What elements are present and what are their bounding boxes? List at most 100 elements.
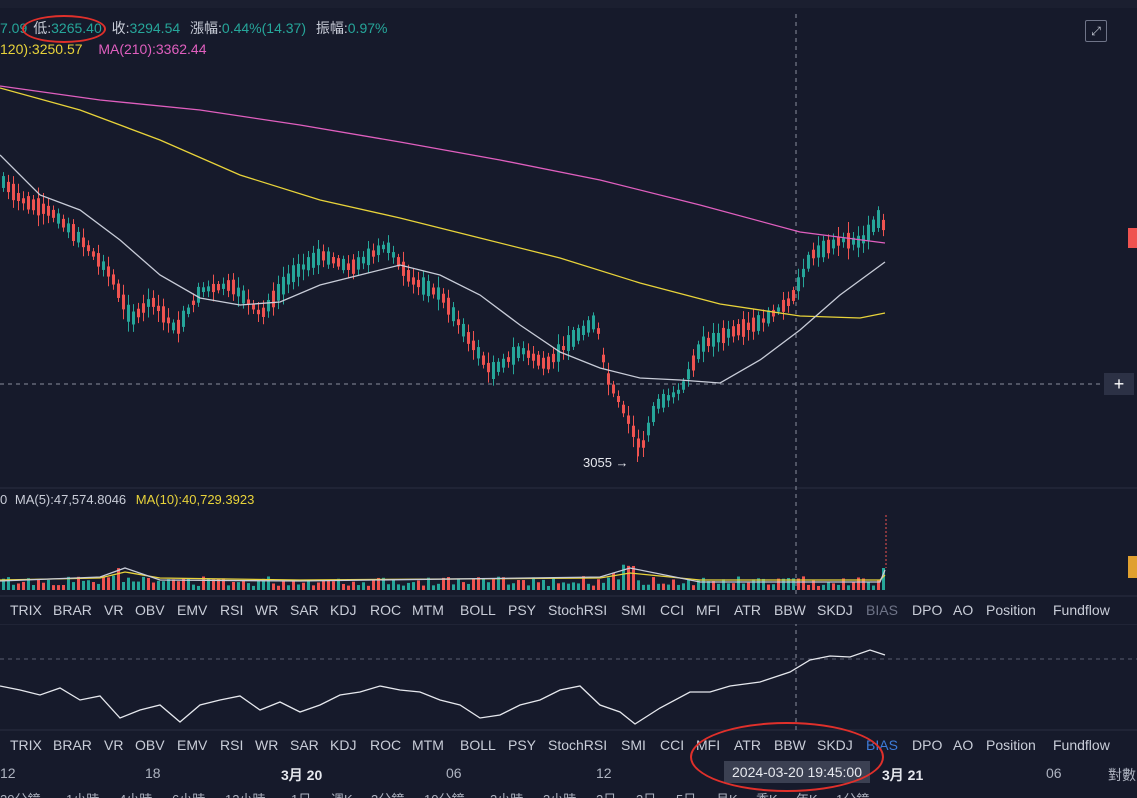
interval-item[interactable]: 1小時 xyxy=(66,789,99,798)
tab-emv[interactable]: EMV xyxy=(177,737,208,753)
tab-brar[interactable]: BRAR xyxy=(53,602,92,618)
volume-bar xyxy=(127,577,130,590)
tab-fundflow[interactable]: Fundflow xyxy=(1053,602,1110,618)
candle xyxy=(202,287,205,293)
interval-item[interactable]: 1日 xyxy=(291,789,311,798)
volume-bar xyxy=(537,582,540,590)
ohlc-header: 7.09 低:3265.40 收:3294.54 漲幅:0.44%(14.37) … xyxy=(0,18,393,38)
volume-bar xyxy=(682,583,685,590)
interval-item[interactable]: 20分鐘 xyxy=(0,789,40,798)
candle xyxy=(332,257,335,264)
volume-bar xyxy=(487,582,490,590)
interval-item[interactable]: 5日 xyxy=(676,789,696,798)
tab-vr[interactable]: VR xyxy=(104,737,124,753)
fullscreen-icon[interactable]: ⤢ xyxy=(1085,20,1107,42)
tab-roc[interactable]: ROC xyxy=(370,737,402,753)
tab-obv[interactable]: OBV xyxy=(135,602,165,618)
tab-smi[interactable]: SMI xyxy=(621,602,646,618)
tab-sar[interactable]: SAR xyxy=(290,602,319,618)
interval-item[interactable]: 10分鐘 xyxy=(424,789,464,798)
plus-icon[interactable]: + xyxy=(1104,373,1134,395)
candle xyxy=(347,263,350,270)
tab-mfi[interactable]: MFI xyxy=(696,602,721,618)
volume-bar xyxy=(532,577,535,590)
volume-bar xyxy=(762,578,765,590)
tab-brar[interactable]: BRAR xyxy=(53,737,92,753)
volume-bar xyxy=(587,583,590,590)
vol-ma5-value: 47,574.8046 xyxy=(53,492,127,507)
tab-ao[interactable]: AO xyxy=(953,737,974,753)
tab-ao[interactable]: AO xyxy=(953,602,974,618)
time-tick-label: 3月 20 xyxy=(281,767,323,783)
tab-fundflow[interactable]: Fundflow xyxy=(1053,737,1110,753)
candle xyxy=(577,328,580,341)
tab-mtm[interactable]: MTM xyxy=(412,737,444,753)
interval-item[interactable]: 年K xyxy=(796,789,818,798)
tab-psy[interactable]: PSY xyxy=(508,737,537,753)
tab-cci[interactable]: CCI xyxy=(660,737,685,753)
tab-emv[interactable]: EMV xyxy=(177,602,208,618)
tab-obv[interactable]: OBV xyxy=(135,737,165,753)
interval-item[interactable]: 季K xyxy=(756,789,778,798)
interval-item[interactable]: 月K xyxy=(716,789,738,798)
tab-kdj[interactable]: KDJ xyxy=(330,737,357,753)
volume-bar xyxy=(407,582,410,590)
log-scale-toggle[interactable]: 對數 xyxy=(1108,767,1136,783)
interval-item[interactable]: 3分鐘 xyxy=(371,789,404,798)
candle xyxy=(262,307,265,317)
ma210-label: MA(210): xyxy=(98,41,156,57)
tab-dpo[interactable]: DPO xyxy=(912,737,943,753)
tab-bias[interactable]: BIAS xyxy=(866,602,898,618)
tab-sar[interactable]: SAR xyxy=(290,737,319,753)
candle xyxy=(357,257,360,270)
tab-skdj[interactable]: SKDJ xyxy=(817,602,853,618)
tab-boll[interactable]: BOLL xyxy=(460,737,496,753)
candle xyxy=(287,273,290,285)
tab-wr[interactable]: WR xyxy=(255,737,279,753)
tab-trix[interactable]: TRIX xyxy=(10,602,42,618)
volume-bar xyxy=(352,581,355,590)
tab-stochrsi[interactable]: StochRSI xyxy=(548,602,608,618)
volume-bar xyxy=(82,580,85,590)
candle xyxy=(812,249,815,259)
interval-item[interactable]: 3日 xyxy=(636,789,656,798)
tab-kdj[interactable]: KDJ xyxy=(330,602,357,618)
volume-bar xyxy=(777,578,780,590)
tab-psy[interactable]: PSY xyxy=(508,602,537,618)
candle xyxy=(67,223,70,233)
interval-item[interactable]: 1分鐘 xyxy=(836,789,869,798)
tab-atr[interactable]: ATR xyxy=(734,602,761,618)
interval-item[interactable]: 12小時 xyxy=(225,789,265,798)
interval-item[interactable]: 2日 xyxy=(596,789,616,798)
tab-bbw[interactable]: BBW xyxy=(774,602,806,618)
top-toolbar xyxy=(0,0,1137,8)
tab-stochrsi[interactable]: StochRSI xyxy=(548,737,608,753)
interval-item[interactable]: 2小時 xyxy=(490,789,523,798)
tab-trix[interactable]: TRIX xyxy=(10,737,42,753)
tab-dpo[interactable]: DPO xyxy=(912,602,943,618)
tab-smi[interactable]: SMI xyxy=(621,737,646,753)
tab-cci[interactable]: CCI xyxy=(660,602,685,618)
volume-bar xyxy=(312,585,315,590)
tab-position[interactable]: Position xyxy=(986,737,1036,753)
candle xyxy=(217,284,220,291)
interval-item[interactable]: 4小時 xyxy=(119,789,152,798)
tab-mtm[interactable]: MTM xyxy=(412,602,444,618)
candle xyxy=(732,326,735,337)
volume-bar xyxy=(782,578,785,590)
tab-position[interactable]: Position xyxy=(986,602,1036,618)
volume-bar xyxy=(477,577,480,590)
tab-wr[interactable]: WR xyxy=(255,602,279,618)
candle xyxy=(472,340,475,351)
tab-rsi[interactable]: RSI xyxy=(220,737,244,753)
tab-vr[interactable]: VR xyxy=(104,602,124,618)
interval-item[interactable]: 週K xyxy=(331,789,353,798)
interval-item[interactable]: 3小時 xyxy=(543,789,576,798)
candle xyxy=(552,353,555,363)
tab-roc[interactable]: ROC xyxy=(370,602,402,618)
interval-item[interactable]: 6小時 xyxy=(172,789,205,798)
candle xyxy=(762,318,765,323)
tab-rsi[interactable]: RSI xyxy=(220,602,244,618)
tab-boll[interactable]: BOLL xyxy=(460,602,496,618)
